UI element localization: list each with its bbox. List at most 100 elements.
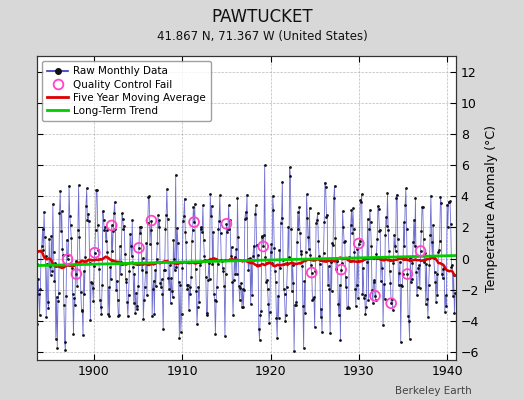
Point (292, 298, 300, 305)
Point (171, 171, 180, 178)
Point (403, 271, 411, 277)
Point (324, 263, 333, 270)
Point (107, 222, 116, 229)
Point (48, 268, 56, 274)
Point (341, 284, 350, 290)
Point (341, 238, 349, 244)
Point (197, 226, 205, 232)
Point (246, 301, 255, 307)
Text: Berkeley Earth: Berkeley Earth (395, 386, 472, 396)
Point (98, 281, 106, 288)
Point (400, 242, 409, 249)
Point (226, 217, 234, 223)
Point (318, 329, 326, 336)
Point (40, 234, 49, 240)
Point (255, 325, 263, 332)
Point (294, 226, 303, 232)
Point (312, 220, 320, 226)
Point (34, 276, 42, 282)
Point (247, 258, 256, 265)
Point (129, 264, 137, 270)
Point (377, 278, 385, 284)
Point (212, 298, 220, 304)
Point (388, 306, 397, 313)
Point (257, 308, 265, 314)
Point (80, 268, 88, 274)
Point (308, 296, 316, 303)
Point (362, 304, 370, 310)
Point (187, 274, 195, 280)
Point (155, 224, 163, 230)
Point (440, 265, 449, 271)
Point (291, 302, 299, 308)
Point (90, 263, 98, 269)
Point (446, 221, 455, 228)
Point (111, 199, 119, 205)
Point (76, 260, 84, 267)
Point (326, 330, 334, 336)
Point (387, 300, 395, 306)
Point (45, 236, 53, 242)
Point (38, 226, 47, 232)
Point (74, 227, 82, 234)
Point (53, 344, 61, 351)
Point (80, 291, 89, 297)
Point (352, 302, 360, 309)
Point (169, 294, 177, 301)
Point (331, 235, 340, 241)
Point (315, 253, 323, 259)
Point (371, 293, 379, 299)
Point (442, 303, 451, 309)
Point (79, 332, 87, 338)
Point (146, 240, 154, 247)
Point (78, 307, 86, 314)
Point (73, 282, 81, 289)
Point (277, 220, 285, 226)
Point (102, 238, 110, 245)
Point (431, 279, 440, 285)
Point (430, 255, 438, 261)
Point (147, 217, 156, 224)
Point (346, 258, 354, 264)
Point (434, 249, 442, 256)
Point (368, 286, 376, 293)
Point (121, 251, 129, 258)
Point (49, 201, 57, 207)
Text: PAWTUCKET: PAWTUCKET (211, 8, 313, 26)
Point (213, 283, 221, 290)
Point (245, 257, 254, 263)
Point (88, 280, 96, 286)
Point (91, 227, 100, 234)
Point (179, 218, 187, 224)
Point (75, 233, 83, 240)
Point (339, 208, 347, 214)
Point (333, 258, 342, 264)
Point (252, 202, 260, 208)
Point (280, 286, 288, 292)
Point (388, 296, 396, 302)
Point (123, 299, 132, 306)
Point (439, 266, 447, 272)
Point (56, 210, 64, 216)
Point (216, 230, 225, 236)
Point (180, 212, 188, 219)
Point (399, 270, 407, 277)
Point (376, 226, 384, 233)
Point (31, 240, 39, 246)
Point (144, 194, 152, 200)
Point (166, 300, 174, 306)
Point (379, 281, 388, 287)
Point (115, 312, 123, 318)
Point (444, 199, 453, 206)
Point (272, 314, 281, 321)
Point (83, 217, 92, 223)
Point (370, 277, 378, 284)
Point (311, 268, 320, 274)
Point (288, 288, 296, 294)
Point (147, 227, 155, 234)
Point (270, 245, 278, 252)
Point (377, 256, 386, 263)
Point (211, 297, 219, 303)
Point (375, 206, 383, 213)
Point (328, 288, 336, 294)
